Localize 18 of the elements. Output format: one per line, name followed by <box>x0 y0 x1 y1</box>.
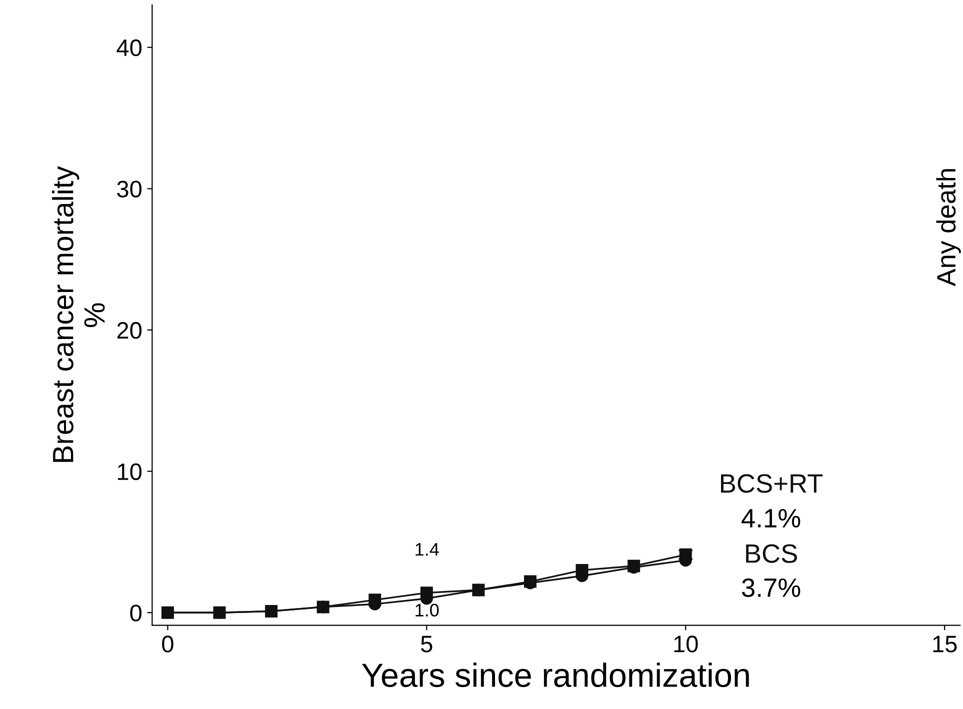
x-axis-title: Years since randomization <box>362 662 749 688</box>
x-tick-label: 15 <box>933 636 957 652</box>
annotation: Any death <box>936 169 961 286</box>
x-tick-label: 10 <box>674 636 698 652</box>
y-tick-label: 40 <box>116 39 142 56</box>
annotation: 3.7% <box>742 578 800 598</box>
x-tick-label: 0 <box>162 636 174 652</box>
y-tick-label: 30 <box>117 180 142 198</box>
annotation: 1.0 <box>416 604 439 617</box>
y-tick-label: 10 <box>118 463 142 480</box>
y-tick-label: 20 <box>117 322 142 339</box>
x-tick-label: 5 <box>421 636 432 652</box>
y-tick-label: 0 <box>130 604 142 622</box>
y-axis-title: Breast cancer mortality % <box>52 166 105 462</box>
annotation: 4.1% <box>742 509 800 528</box>
text: BCS <box>746 544 797 563</box>
annotation: 1.4 <box>416 543 439 556</box>
text: BCS+RT <box>721 474 823 493</box>
